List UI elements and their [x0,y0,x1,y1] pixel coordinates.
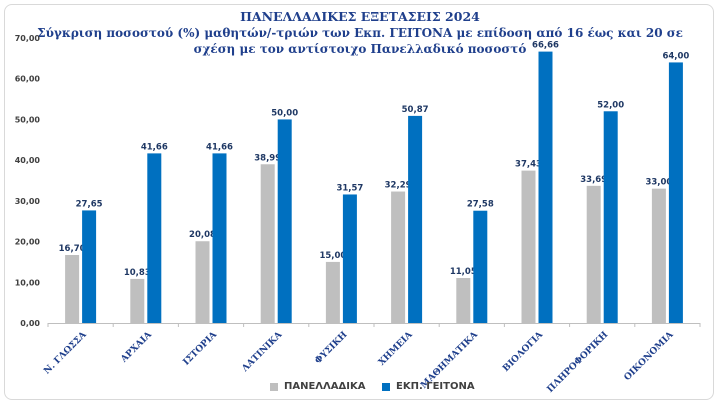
data-label: 11,05 [450,267,477,277]
bar-panelladika [325,261,340,323]
legend-swatch-panelladika [270,382,278,391]
bar-geitona [668,62,683,324]
data-label: 27,58 [467,200,494,210]
bar-panelladika [130,278,145,323]
x-tick-label: ΟΙΚΟΝΟΜΙΑ [623,329,677,383]
x-tick-label: ΙΣΤΟΡΙΑ [182,329,220,367]
x-tick-label: ΛΑΤΙΝΙΚΑ [240,329,285,374]
y-tick-label: 60,00 [15,75,41,84]
bar-geitona [538,51,553,323]
legend-label-geitona: ΕΚΠ. ΓΕΙΤΟΝΑ [396,381,475,392]
bar-panelladika [195,241,210,323]
bar-geitona [82,210,97,323]
chart-title-line-2: Σύγκριση ποσοστού (%) μαθητών/-τριών των… [37,26,683,40]
x-tick-label: Ν. ΓΛΩΣΣΑ [42,329,89,376]
data-label: 10,83 [124,268,151,278]
data-label: 52,00 [597,100,624,110]
y-tick-label: 0,00 [20,319,40,328]
x-tick-label: ΑΡΧΑΙΑ [119,329,155,365]
bar-panelladika [651,188,666,323]
y-tick-label: 30,00 [15,197,41,206]
x-tick-label: ΒΙΟΛΟΓΙΑ [501,329,546,374]
legend-swatch-geitona [382,382,390,391]
bar-panelladika [586,185,601,323]
bar-geitona [147,153,162,323]
legend-item-panelladika: ΠΑΝΕΛΛΑΔΙΚΑ [270,381,365,392]
y-tick-label: 40,00 [15,156,41,165]
data-label: 31,57 [336,183,363,193]
data-label: 38,99 [254,153,281,163]
bar-geitona [342,194,357,323]
chart-legend: ΠΑΝΕΛΛΑΔΙΚΑ ΕΚΠ. ΓΕΙΤΟΝΑ [0,381,720,397]
data-label: 33,69 [580,175,607,185]
x-tick-label: ΧΗΜΕΙΑ [377,329,416,368]
bar-geitona [212,153,227,323]
y-tick-label: 50,00 [15,115,41,124]
data-label: 20,08 [189,230,216,240]
bar-geitona [603,111,618,324]
data-label: 41,66 [206,142,233,152]
data-label: 16,70 [59,244,86,254]
bar-geitona [277,119,292,323]
y-tick-label: 20,00 [15,238,41,247]
y-tick-label: 70,00 [15,34,41,43]
data-label: 66,66 [532,41,559,51]
data-label: 37,43 [515,160,542,170]
data-label: 41,66 [141,142,168,152]
legend-label-panelladika: ΠΑΝΕΛΛΑΔΙΚΑ [284,381,366,392]
data-label: 27,65 [76,199,103,209]
data-label: 15,00 [319,251,346,261]
bar-panelladika [456,278,471,323]
bar-panelladika [391,191,406,323]
data-label: 32,29 [385,181,412,191]
data-label: 33,00 [645,178,672,188]
chart-frame [4,4,714,400]
legend-item-geitona: ΕΚΠ. ΓΕΙΤΟΝΑ [382,381,475,392]
bar-geitona [408,115,423,323]
bar-geitona [473,210,488,323]
x-tick-label: ΦΥΣΙΚΗ [313,330,350,367]
data-label: 64,00 [662,51,689,61]
data-label: 50,00 [271,108,298,118]
y-tick-label: 10,00 [15,278,41,287]
bar-panelladika [521,170,536,323]
data-label: 50,87 [402,105,429,115]
chart-title-line-1: ΠΑΝΕΛΛΑΔΙΚΕΣ ΕΞΕΤΑΣΕΙΣ 2024 [240,9,480,24]
chart-title-line-3: σχέση με τον αντίστοιχο Πανελλαδικό ποσο… [193,42,527,56]
bar-panelladika [260,164,275,323]
bar-panelladika [65,255,80,323]
